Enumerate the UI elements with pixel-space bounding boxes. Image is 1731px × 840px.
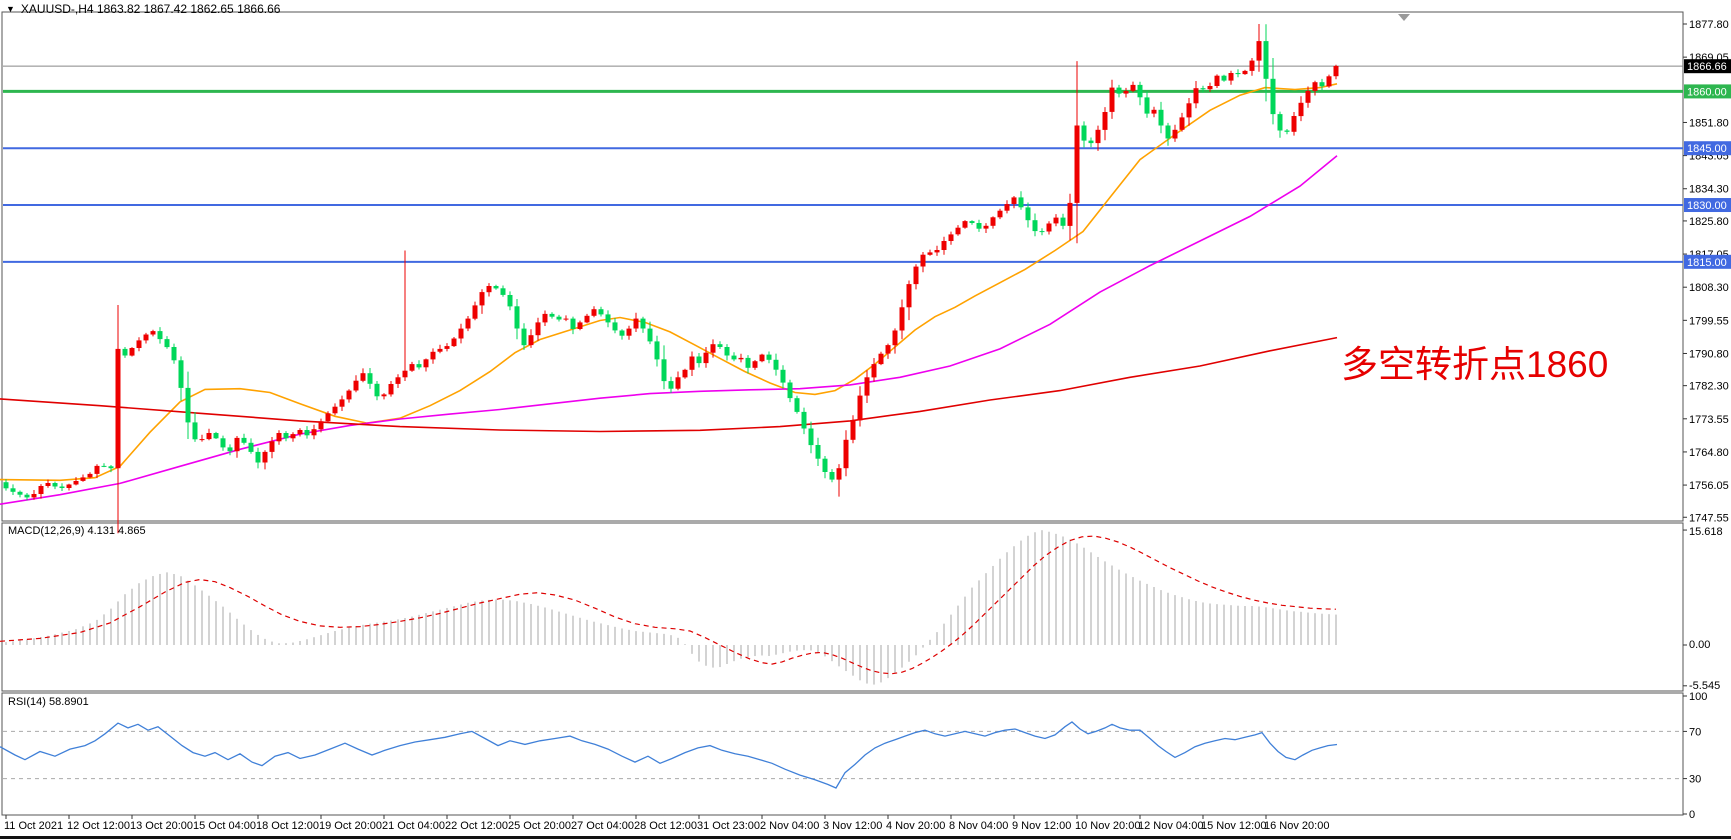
time-tick-label: 21 Oct 04:00 xyxy=(382,820,445,832)
time-tick-label: 15 Oct 04:00 xyxy=(193,820,256,832)
ma-line-slow-red xyxy=(0,336,1338,433)
time-tick-label: 12 Oct 12:00 xyxy=(67,820,130,832)
window-bottom-border xyxy=(0,836,1731,839)
svg-text:1830.00: 1830.00 xyxy=(1687,200,1727,212)
price-badge-1830.00 xyxy=(1684,198,1731,213)
time-tick-label: 2 Nov 04:00 xyxy=(760,820,819,832)
price-annotation-text[interactable]: 多空转折点1860 xyxy=(1341,344,1609,385)
rsi-tick-label: 0 xyxy=(1689,809,1695,821)
rsi-line xyxy=(0,721,1338,789)
time-tick-label: 22 Oct 12:00 xyxy=(445,820,508,832)
horizontal-level-lines xyxy=(3,89,1683,263)
ma-line-fast-orange xyxy=(0,83,1338,482)
price-badge-1860.00 xyxy=(1684,84,1731,99)
macd-indicator-label: MACD(12,26,9) 4.131 4.865 xyxy=(8,525,146,537)
price-tick-label: 1877.80 xyxy=(1689,19,1729,31)
svg-text:1866.66: 1866.66 xyxy=(1687,61,1727,73)
time-axis: 11 Oct 2021 12 Oct 12:00 13 Oct 20:00 15 Oc… xyxy=(4,815,1329,832)
time-tick-label: 10 Nov 20:00 xyxy=(1075,820,1140,832)
price-tick-label: 1790.80 xyxy=(1689,348,1729,360)
price-tick-label: 1747.55 xyxy=(1689,512,1729,524)
time-tick-label: 4 Nov 20:00 xyxy=(886,820,945,832)
time-tick-label: 13 Oct 20:00 xyxy=(130,820,193,832)
price-badge-1815.00 xyxy=(1684,254,1731,269)
time-tick-label: 9 Nov 12:00 xyxy=(1012,820,1071,832)
price-axis: 1877.801869.051851.801843.051834.301825.… xyxy=(1683,19,1729,821)
time-tick-label: 3 Nov 12:00 xyxy=(823,820,882,832)
price-tick-label: 1782.30 xyxy=(1689,381,1729,393)
symbol-dropdown-icon[interactable]: ▼ xyxy=(6,3,15,14)
chart-shift-marker-icon xyxy=(1398,14,1410,21)
candles xyxy=(3,24,1339,534)
time-tick-label: 15 Nov 12:00 xyxy=(1201,820,1266,832)
macd-tick-label: -5.545 xyxy=(1689,680,1720,692)
ma-line-mid-magenta xyxy=(0,155,1338,505)
price-tick-label: 1834.30 xyxy=(1689,184,1729,196)
time-tick-label: 19 Oct 20:00 xyxy=(319,820,382,832)
time-tick-label: 18 Oct 12:00 xyxy=(256,820,319,832)
time-tick-label: 27 Oct 04:00 xyxy=(571,820,634,832)
svg-text:1860.00: 1860.00 xyxy=(1687,86,1727,98)
time-tick-label: 28 Oct 12:00 xyxy=(634,820,697,832)
macd-tick-label: 0.00 xyxy=(1689,639,1710,651)
price-tick-label: 1773.55 xyxy=(1689,414,1729,426)
time-tick-label: 31 Oct 23:00 xyxy=(697,820,760,832)
macd-histogram xyxy=(5,530,1337,685)
symbol-ohlc-title: XAUUSD-,H4 1863.82 1867.42 1862.65 1866.… xyxy=(20,2,281,16)
price-tick-label: 1799.55 xyxy=(1689,315,1729,327)
macd-signal-line xyxy=(0,535,1337,675)
time-tick-label: 11 Oct 2021 xyxy=(4,820,63,832)
price-badge-1845.00 xyxy=(1684,141,1731,156)
svg-text:1845.00: 1845.00 xyxy=(1687,143,1727,155)
price-badges: 1866.66 1860.00 1845.00 1830.00 1815.00 xyxy=(1684,59,1731,269)
price-tick-label: 1869.05 xyxy=(1689,52,1729,64)
pane-frames xyxy=(1,11,1684,816)
price-tick-label: 1764.80 xyxy=(1689,447,1729,459)
price-badge-1866.66 xyxy=(1684,59,1731,74)
price-tick-label: 1825.80 xyxy=(1689,216,1729,228)
rsi-tick-label: 100 xyxy=(1689,691,1707,703)
rsi-indicator-label: RSI(14) 58.8901 xyxy=(8,696,89,708)
svg-text:1815.00: 1815.00 xyxy=(1687,257,1727,269)
time-tick-label: 12 Nov 04:00 xyxy=(1138,820,1203,832)
rsi-tick-label: 30 xyxy=(1689,774,1701,786)
time-tick-label: 8 Nov 04:00 xyxy=(949,820,1008,832)
price-tick-label: 1756.05 xyxy=(1689,480,1729,492)
price-tick-label: 1851.80 xyxy=(1689,117,1729,129)
price-tick-label: 1808.30 xyxy=(1689,282,1729,294)
rsi-tick-label: 70 xyxy=(1689,726,1701,738)
time-tick-label: 25 Oct 20:00 xyxy=(508,820,571,832)
macd-tick-label: 15.618 xyxy=(1689,526,1723,538)
time-tick-label: 16 Nov 20:00 xyxy=(1264,820,1329,832)
chart-title-bar: ▼ XAUUSD-,H4 1863.82 1867.42 1862.65 186… xyxy=(6,2,280,16)
